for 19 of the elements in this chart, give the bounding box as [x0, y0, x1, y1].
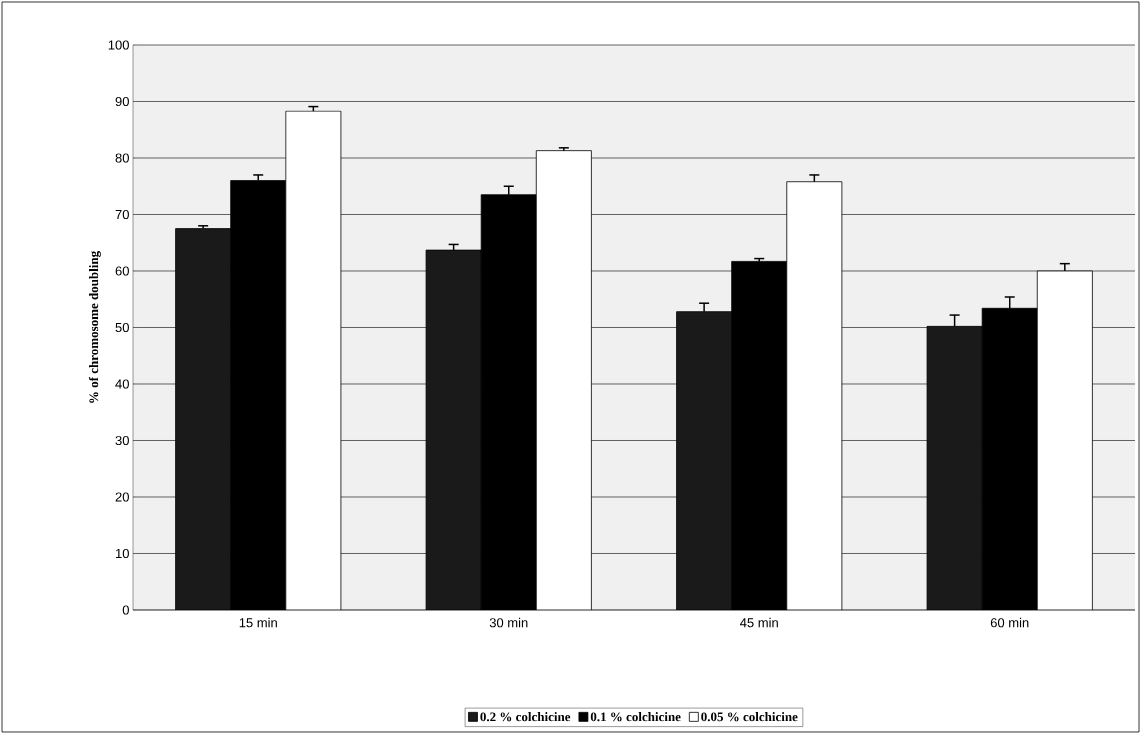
- y-tick-label: 80: [115, 153, 129, 163]
- x-tick-label: 15 min: [239, 617, 277, 628]
- y-tick-label: 40: [115, 379, 129, 389]
- legend-label: 0.05 % colchicine: [701, 712, 798, 722]
- y-tick-label: 100: [108, 40, 129, 50]
- legend-label: 0.2 % colchicine: [480, 712, 571, 722]
- y-tick-label: 60: [115, 266, 129, 276]
- y-tick-label: 50: [115, 322, 129, 333]
- y-axis-title: % of chromosome doubling: [88, 251, 101, 403]
- y-tick-label: 20: [115, 492, 129, 502]
- y-tick-label: 0: [122, 605, 129, 615]
- x-tick-label: 45 min: [740, 617, 778, 628]
- y-tick-label: 30: [115, 435, 129, 446]
- x-tick-label: 60 min: [990, 617, 1029, 628]
- legend-label: 0.1 % colchicine: [590, 712, 681, 722]
- y-tick-label: 10: [116, 548, 129, 559]
- x-tick-label: 30 min: [489, 617, 528, 628]
- y-tick-label: 70: [115, 209, 129, 220]
- y-tick-label: 90: [115, 96, 129, 107]
